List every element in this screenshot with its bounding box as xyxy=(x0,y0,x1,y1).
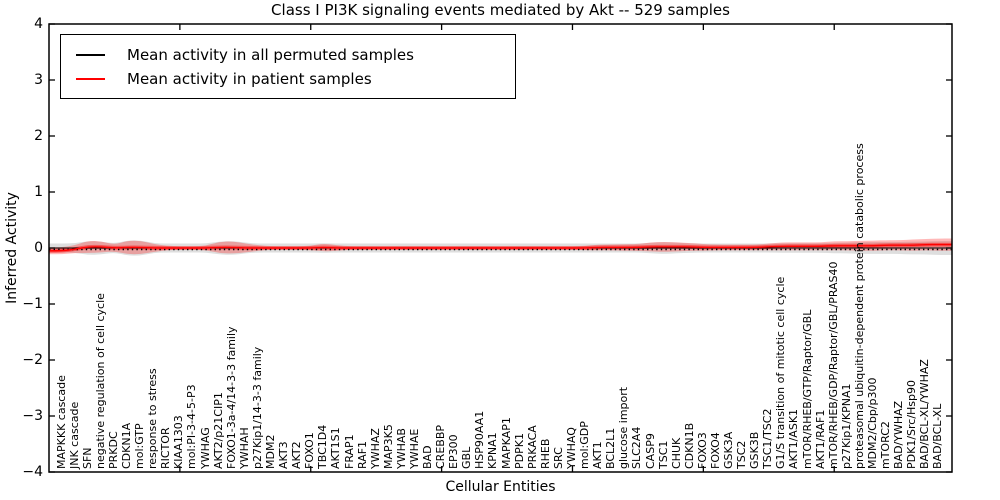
x-tick-label: AKT1 xyxy=(591,441,605,469)
x-tick-label: GBL xyxy=(460,446,474,469)
x-tick-label: proteasomal ubiquitin-dependent protein … xyxy=(852,143,866,469)
legend-label-patient: Mean activity in patient samples xyxy=(127,69,372,88)
x-tick-label: RAF1 xyxy=(355,440,369,469)
x-tick-label: YWHAB xyxy=(394,428,408,469)
x-tick-label: YWHAZ xyxy=(368,428,382,469)
y-tick-label: 1 xyxy=(34,184,43,200)
legend-label-permuted: Mean activity in all permuted samples xyxy=(127,45,414,64)
legend: Mean activity in all permuted samples Me… xyxy=(60,34,516,99)
x-tick-label: CDKN1B xyxy=(682,422,696,469)
x-tick-label: mTOR/RHEB/GTP/Raptor/GBL xyxy=(800,309,814,469)
x-tick-label: MDM2/Cbp/p300 xyxy=(865,377,879,470)
x-tick-label: FOXO1-3a-4/14-3-3 family xyxy=(224,326,238,469)
x-tick-label: glucose import xyxy=(617,386,631,469)
x-tick-label: p27Kip1/14-3-3 family xyxy=(250,346,264,469)
x-tick-label: SFN xyxy=(80,447,94,469)
x-tick-label: AKT3 xyxy=(277,441,291,469)
x-tick-label: YWHAH xyxy=(237,427,251,469)
x-tick-label: MAPKAP1 xyxy=(499,417,513,469)
x-tick-label: AKT2/p21CIP1 xyxy=(211,392,225,469)
x-tick-label: BAD xyxy=(421,445,435,469)
x-axis-label: Cellular Entities xyxy=(445,479,556,495)
x-tick-label: YWHAG xyxy=(198,427,212,469)
x-tick-label: GSK3A xyxy=(722,431,736,469)
x-tick-label: mol:GDP xyxy=(578,421,592,469)
x-tick-label: FOXO3 xyxy=(695,432,709,469)
x-tick-label: FRAP1 xyxy=(342,434,356,469)
x-tick-label: CHUK xyxy=(669,437,683,469)
x-tick-label: SLC2A4 xyxy=(630,426,644,469)
x-tick-label: CASP9 xyxy=(643,433,657,469)
x-tick-label: AKT1/RAF1 xyxy=(813,409,827,469)
x-tick-label: TSC1/TSC2 xyxy=(761,408,775,469)
x-tick-label: PDK1/Src/Hsp90 xyxy=(905,379,919,469)
y-tick-label: 2 xyxy=(34,128,43,144)
patient-line-swatch xyxy=(76,77,105,80)
x-tick-label: BCL2L1 xyxy=(604,427,618,469)
y-tick-label: −2 xyxy=(22,352,43,368)
x-tick-label: EP300 xyxy=(447,434,461,469)
x-tick-label: mTORC2 xyxy=(879,421,893,469)
x-tick-label: FOXO1 xyxy=(303,432,317,469)
y-tick-label: 4 xyxy=(34,16,43,32)
x-tick-label: MDM2 xyxy=(263,434,277,469)
chart-title: Class I PI3K signaling events mediated b… xyxy=(271,1,730,19)
legend-item-permuted: Mean activity in all permuted samples xyxy=(76,46,515,64)
x-tick-label: JNK cascade xyxy=(67,401,81,469)
y-tick-label: 3 xyxy=(34,72,43,88)
x-tick-label: negative regulation of cell cycle xyxy=(93,293,107,469)
x-tick-label: p27Kip1/KPNA1 xyxy=(839,383,853,469)
x-tick-label: response to stress xyxy=(146,368,160,469)
x-tick-label: G1/S transition of mitotic cell cycle xyxy=(774,276,788,469)
y-tick-label: −3 xyxy=(22,408,43,424)
x-tick-label: TSC1 xyxy=(656,440,670,469)
y-tick-label: −1 xyxy=(22,296,43,312)
x-tick-label: mTOR/RHEB/GDP/Raptor/GBL/PRAS40 xyxy=(826,261,840,469)
x-tick-label: KPNA1 xyxy=(486,432,500,469)
x-tick-label: PRKACA xyxy=(525,425,539,469)
x-tick-label: PRKDC xyxy=(106,431,120,469)
x-tick-label: YWHAQ xyxy=(564,427,578,469)
patient-spread-band xyxy=(49,238,952,255)
x-tick-label: TBC1D4 xyxy=(316,424,330,469)
x-tick-label: AKT2 xyxy=(290,441,304,469)
x-tick-label: PDPK1 xyxy=(512,433,526,469)
x-tick-label: RICTOR xyxy=(159,427,173,469)
x-tick-label: AKT1/ASK1 xyxy=(787,408,801,469)
x-tick-label: BAD/BCL-XL xyxy=(931,403,945,469)
legend-item-patient: Mean activity in patient samples xyxy=(76,70,515,88)
x-tick-label: mol:GTP xyxy=(133,423,147,469)
x-tick-label: GSK3B xyxy=(748,431,762,469)
x-tick-label: FOXO4 xyxy=(708,432,722,469)
x-tick-label: MAPKKK cascade xyxy=(54,375,68,469)
x-tick-label: AKT1S1 xyxy=(329,427,343,469)
x-tick-label: TSC2 xyxy=(735,440,749,469)
x-tick-label: CREBBP xyxy=(434,425,448,469)
x-tick-label: BAD/BCL-XL/YWHAZ xyxy=(918,359,932,469)
patient-mean-line xyxy=(48,243,952,252)
x-tick-label: HSP90AA1 xyxy=(473,410,487,469)
x-tick-label: BAD/YWHAZ xyxy=(892,400,906,469)
x-tick-label: KIAA1303 xyxy=(172,415,186,469)
x-tick-label: CDKN1A xyxy=(120,422,134,469)
permuted-line-swatch xyxy=(76,53,105,56)
x-tick-label: MAP3K5 xyxy=(381,424,395,469)
x-tick-label: mol:PI-3-4-5-P3 xyxy=(185,384,199,469)
x-tick-label: YWHAE xyxy=(407,428,421,469)
y-tick-label: 0 xyxy=(34,240,43,256)
y-tick-label: −4 xyxy=(22,464,43,480)
x-tick-label: RHEB xyxy=(538,438,552,469)
x-tick-label: SRC xyxy=(551,447,565,469)
